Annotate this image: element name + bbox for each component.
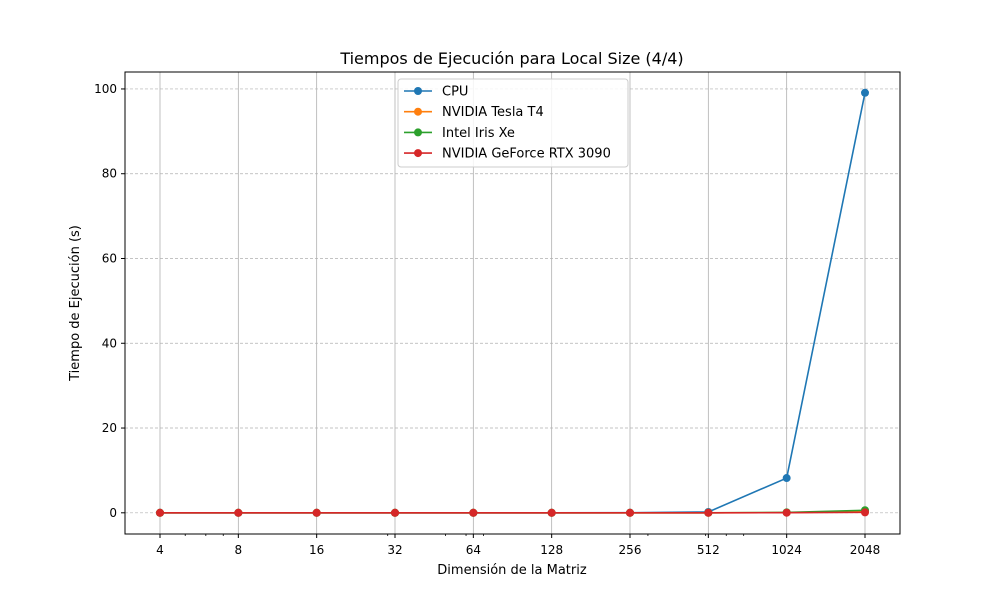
legend-swatch-marker xyxy=(414,128,422,137)
x-tick-label: 4 xyxy=(156,543,164,557)
y-tick-label: 40 xyxy=(102,336,117,350)
y-tick-label: 60 xyxy=(102,251,117,265)
x-tick-label: 1024 xyxy=(771,543,802,557)
data-point xyxy=(626,508,634,517)
x-tick-label: 32 xyxy=(387,543,402,557)
data-point xyxy=(312,508,321,517)
legend-swatch-marker xyxy=(414,149,422,158)
axis-layer: 4 8 16 32 64 128 256 512 1024 2048 0 20 40 60 80 100 xyxy=(94,82,880,557)
data-point xyxy=(469,508,478,517)
y-tick-label: 80 xyxy=(102,167,117,181)
y-tick-label: 20 xyxy=(102,421,117,435)
series-layer xyxy=(156,88,869,517)
y-tick-label: 100 xyxy=(94,82,117,96)
y-axis-label: Tiempo de Ejecución (s) xyxy=(68,225,83,382)
legend: CPU NVIDIA Tesla T4 Intel Iris Xe NVIDIA Ge… xyxy=(397,78,629,168)
data-point xyxy=(234,508,243,517)
x-tick-label: 8 xyxy=(235,543,243,557)
x-tick-label: 128 xyxy=(540,543,563,557)
x-tick-label: 2048 xyxy=(850,543,881,557)
legend-label: NVIDIA Tesla T4 xyxy=(442,105,544,120)
plot-area-frame xyxy=(124,71,901,535)
x-tick-label: 512 xyxy=(697,543,720,557)
legend-label: NVIDIA GeForce RTX 3090 xyxy=(442,147,611,162)
data-point xyxy=(861,508,869,517)
legend-label: CPU xyxy=(442,85,468,100)
legend-swatch-marker xyxy=(414,107,422,116)
x-tick-label: 64 xyxy=(466,543,481,557)
data-point xyxy=(156,508,164,517)
legend-label: Intel Iris Xe xyxy=(442,126,515,141)
x-axis-label: Dimensión de la Matriz xyxy=(437,563,587,578)
data-point xyxy=(782,474,791,483)
chart-title: Tiempos de Ejecución para Local Size (4/… xyxy=(339,49,683,68)
x-tick-label: 256 xyxy=(619,543,642,557)
data-point xyxy=(861,88,869,97)
legend-swatch-marker xyxy=(414,87,422,95)
legend-frame xyxy=(397,78,629,168)
y-tick-label: 0 xyxy=(109,506,117,520)
data-point xyxy=(391,508,399,517)
x-tick-label: 16 xyxy=(309,543,324,557)
data-point xyxy=(782,508,791,517)
data-point xyxy=(704,508,713,517)
data-point xyxy=(547,508,556,517)
